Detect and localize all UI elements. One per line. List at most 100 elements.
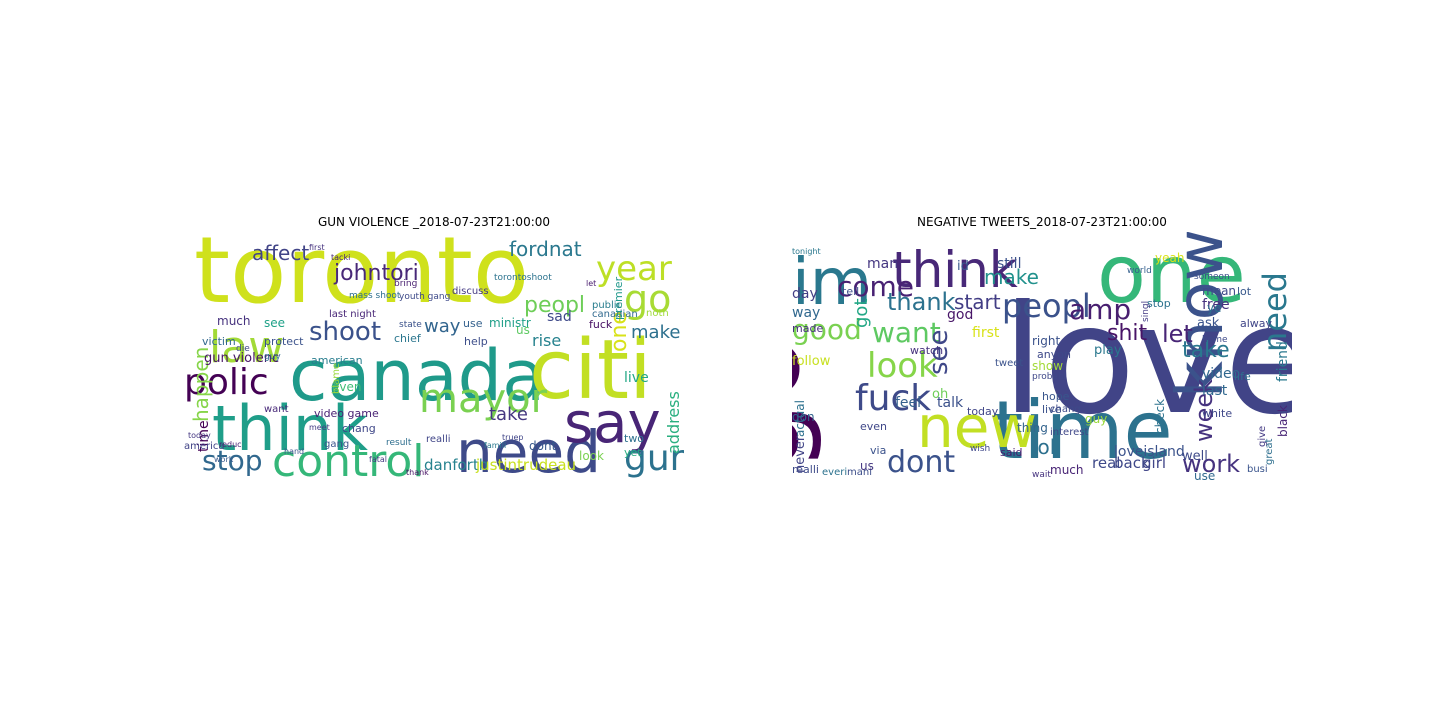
cloud-word: want (264, 404, 289, 415)
cloud-word: work (1182, 450, 1240, 478)
cloud-word: rise (532, 331, 561, 350)
cloud-word: state (399, 320, 422, 330)
cloud-word: use (1194, 469, 1215, 482)
cloud-word: ye (1207, 301, 1221, 315)
cloud-word: friend (1275, 341, 1291, 382)
cloud-word: come (837, 270, 914, 303)
cloud-word: know (1164, 232, 1238, 398)
cloud-word: look (579, 449, 604, 463)
cloud-word: guy (264, 352, 281, 362)
left-panel-title: GUN VIOLENCE _2018-07-23T21:00:00 (317, 215, 551, 229)
cloud-word: citi (529, 323, 652, 418)
cloud-word: make (984, 265, 1039, 289)
cloud-word: said (1000, 446, 1023, 459)
cloud-word: good (792, 313, 862, 346)
cloud-word: even (860, 420, 887, 433)
cloud-word: stop (1147, 297, 1171, 310)
cloud-word: home (1202, 335, 1228, 345)
cloud-word: fuck (855, 378, 931, 419)
cloud-word: right (1032, 334, 1060, 348)
cloud-word: play (1094, 343, 1122, 358)
cloud-word: bring (394, 279, 417, 289)
cloud-word: mani (847, 467, 872, 478)
cloud-word: year (596, 249, 672, 289)
cloud-word: time (196, 420, 212, 452)
cloud-word: think (892, 241, 1018, 299)
cloud-word: result (386, 438, 412, 448)
cloud-word: see (264, 316, 285, 330)
cloud-word: blame (331, 363, 342, 394)
cloud-word: thing (1017, 421, 1048, 435)
cloud-word: made (792, 322, 823, 335)
cloud-word: show (1032, 359, 1063, 373)
cloud-word: peopl (1002, 287, 1091, 325)
cloud-word: take (1182, 338, 1230, 363)
cloud-word: affect (252, 241, 309, 265)
cloud-word: chang (342, 422, 376, 435)
cloud-word: im (792, 246, 872, 320)
cloud-word: work (214, 455, 234, 464)
cloud-word: much (1050, 463, 1084, 477)
cloud-word: wait (1032, 470, 1051, 480)
cloud-word: thank (887, 288, 956, 316)
cloud-word: white (1202, 407, 1232, 420)
cloud-word: fuck (589, 318, 613, 331)
cloud-word: amp (1069, 293, 1131, 326)
cloud-word: mean (1202, 284, 1236, 298)
cloud-word: lol (1032, 435, 1055, 459)
cloud-word: america (184, 441, 225, 452)
cloud-word: go (792, 335, 824, 472)
cloud-word: today (188, 431, 211, 440)
cloud-word: sad (547, 309, 572, 325)
cloud-word: today (967, 405, 999, 418)
cloud-word: discuss (452, 286, 489, 297)
cloud-word: new (917, 393, 1037, 461)
cloud-word: want (872, 316, 941, 349)
cloud-word: yeah (1155, 251, 1184, 265)
cloud-word: protect (264, 335, 304, 348)
cloud-word: take (489, 404, 528, 425)
cloud-word: make (631, 322, 680, 343)
cloud-word: world (1127, 266, 1152, 276)
cloud-word: law (209, 322, 284, 373)
cloud-word: talk (937, 395, 964, 411)
cloud-word: life (1234, 370, 1251, 383)
cloud-word: wish (970, 444, 990, 454)
cloud-word: stop (202, 444, 262, 477)
cloud-word: let (1162, 320, 1193, 348)
cloud-word: much (217, 314, 251, 328)
cloud-word: polic (184, 362, 269, 403)
cloud-word: public (592, 300, 622, 311)
cloud-word: canada (289, 335, 545, 417)
cloud-word: us (516, 323, 530, 337)
cloud-word: never (793, 435, 808, 473)
cloud-word: reduc (219, 440, 242, 449)
cloud-word: last night (329, 309, 376, 320)
cloud-word: id (957, 259, 969, 274)
cloud-word: video game (314, 407, 379, 420)
cloud-word: actual (793, 400, 807, 437)
cloud-word: still (997, 256, 1021, 272)
cloud-word: realli (426, 434, 451, 445)
cloud-word: famili (484, 441, 506, 450)
cloud-word: loveisland (1114, 444, 1185, 460)
cloud-word: got (851, 299, 872, 329)
cloud-word: danforth (424, 456, 488, 474)
cloud-word: week (1190, 379, 1218, 442)
cloud-word: busi (1247, 464, 1268, 475)
cloud-word: happen (189, 347, 213, 422)
cloud-word: toronto (194, 232, 529, 324)
cloud-word: fordnat (509, 237, 582, 261)
cloud-word: live (1042, 403, 1062, 416)
cloud-word: man (867, 256, 898, 272)
cloud-word: mayor (419, 376, 548, 422)
cloud-word: black (1276, 405, 1290, 437)
cloud-word: canadian (592, 309, 638, 320)
cloud-word: back (1114, 454, 1150, 472)
cloud-word: address (664, 391, 683, 454)
cloud-word: us (860, 459, 874, 473)
cloud-word: think (212, 392, 368, 465)
cloud-word: premier (612, 276, 625, 320)
